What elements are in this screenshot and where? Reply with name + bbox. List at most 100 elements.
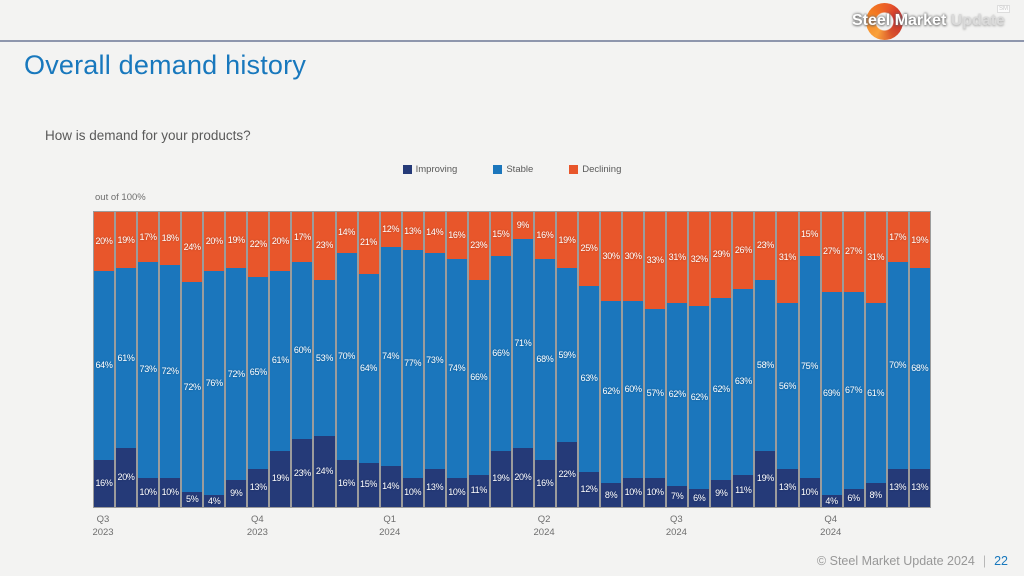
bar-segment-improving: 13% (424, 468, 445, 507)
axis-tick: Q4 2023 (247, 514, 268, 540)
segment-value-label: 16% (337, 477, 356, 488)
axis-tick-year: 2023 (92, 526, 114, 538)
logo-text-bold: Steel Market (852, 12, 947, 29)
bar: 20% 76% 4% (204, 212, 225, 507)
bar: 24% 72% 5% (182, 212, 203, 507)
bar: 17% 70% 13% (887, 212, 908, 507)
legend-item-declining: Declining (569, 164, 621, 175)
axis-tick-quarter: Q3 (670, 514, 683, 525)
segment-value-label: 60% (624, 383, 642, 394)
segment-value-label: 14% (426, 227, 444, 238)
bar-segment-improving: 8% (601, 483, 622, 507)
bar-segment-stable: 63% (579, 285, 600, 472)
segment-value-label: 64% (95, 359, 113, 370)
bar-segment-stable: 61% (865, 303, 886, 484)
segment-value-label: 20% (95, 236, 113, 246)
segment-value-label: 22% (249, 238, 267, 249)
segment-value-label: 16% (536, 230, 554, 241)
bar-segment-declining: 23% (468, 212, 489, 280)
segment-value-label: 65% (249, 367, 267, 378)
bar-segment-stable: 65% (248, 276, 269, 469)
segment-value-label: 61% (271, 355, 289, 366)
segment-value-label: 10% (448, 486, 466, 497)
bar-segment-stable: 70% (336, 253, 357, 460)
segment-value-label: 61% (117, 352, 135, 363)
bar: 20% 61% 19% (270, 212, 291, 507)
bar-segment-declining: 14% (336, 212, 357, 254)
bar: 19% 59% 22% (556, 212, 578, 507)
bar: 14% 73% 13% (424, 212, 445, 507)
segment-value-label: 14% (337, 227, 356, 238)
bar-segment-stable: 63% (733, 288, 754, 475)
bar-segment-declining: 16% (534, 212, 555, 260)
bar-segment-declining: 23% (314, 212, 335, 280)
bar: 15% 66% 19% (490, 212, 511, 507)
legend-swatch-icon (402, 165, 412, 174)
page-number: 22 (994, 554, 1008, 568)
segment-value-label: 62% (668, 389, 686, 400)
bar-segment-stable: 57% (645, 309, 666, 478)
bar-segment-stable: 72% (160, 265, 181, 478)
bar: 18% 72% 10% (160, 212, 181, 507)
segment-value-label: 20% (205, 236, 223, 246)
segment-value-label: 9% (230, 488, 243, 499)
segment-value-label: 63% (580, 373, 598, 384)
bar: 21% 64% 15% (358, 212, 379, 507)
segment-value-label: 15% (800, 228, 819, 239)
segment-value-label: 18% (161, 233, 179, 244)
segment-value-label: 4% (825, 495, 838, 506)
bar-segment-declining: 33% (645, 212, 666, 310)
segment-value-label: 33% (646, 255, 664, 266)
segment-value-label: 32% (690, 253, 708, 264)
bar-segment-declining: 19% (226, 212, 247, 269)
segment-value-label: 16% (95, 477, 113, 488)
segment-value-label: 23% (756, 240, 774, 251)
bar-segment-stable: 64% (358, 273, 379, 463)
bar-segment-declining: 20% (270, 212, 291, 271)
bar-segment-improving: 9% (711, 480, 732, 507)
axis-tick-year: 2024 (665, 526, 687, 538)
bar: 14% 70% 16% (336, 212, 357, 507)
segment-value-label: 69% (823, 387, 841, 398)
bar-segment-improving: 19% (270, 450, 291, 507)
bar-segment-improving: 13% (909, 468, 930, 507)
segment-value-label: 76% (205, 377, 223, 388)
segment-value-label: 23% (470, 240, 488, 251)
axis-tick: Q4 2024 (820, 514, 841, 540)
bar-segment-declining: 17% (292, 212, 313, 263)
bar-segment-declining: 31% (667, 212, 688, 304)
segment-value-label: 17% (293, 231, 311, 242)
bar: 17% 73% 10% (138, 212, 159, 507)
axis-note: out of 100% (95, 192, 146, 203)
bar-segment-stable: 53% (314, 279, 335, 437)
bar: 30% 62% 8% (601, 212, 622, 507)
bar-segment-stable: 62% (601, 300, 622, 484)
bars: 20% 64% 16% 19% 61% 20% 17% 73% 10% 18% 72% 10% 24% 7… (93, 211, 931, 508)
segment-value-label: 61% (867, 387, 885, 398)
segment-value-label: 6% (693, 492, 706, 503)
segment-value-label: 60% (293, 345, 311, 356)
bar-segment-improving: 13% (248, 468, 269, 507)
bar-segment-stable: 70% (887, 262, 908, 469)
segment-value-label: 31% (867, 252, 885, 263)
bar-segment-stable: 71% (512, 238, 533, 448)
segment-value-label: 24% (315, 466, 334, 477)
bar: 17% 60% 23% (292, 212, 313, 507)
segment-value-label: 9% (715, 488, 728, 499)
bar-segment-stable: 60% (292, 262, 313, 440)
bar: 23% 53% 24% (314, 212, 335, 507)
bar-segment-declining: 14% (424, 212, 445, 254)
bar: 27% 67% 6% (843, 212, 864, 508)
segment-value-label: 13% (778, 482, 797, 493)
footer-separator: | (982, 554, 987, 568)
bar-segment-improving: 10% (799, 477, 820, 507)
bar-segment-declining: 30% (601, 212, 622, 301)
segment-value-label: 72% (183, 381, 201, 392)
bar-segment-stable: 68% (909, 268, 930, 469)
segment-value-label: 23% (293, 467, 311, 478)
segment-value-label: 10% (624, 486, 642, 497)
axis-tick: Q2 2024 (534, 514, 555, 540)
bar-segment-improving: 6% (843, 489, 864, 508)
smu-logo: Steel Market Update SM (852, 1, 1012, 41)
